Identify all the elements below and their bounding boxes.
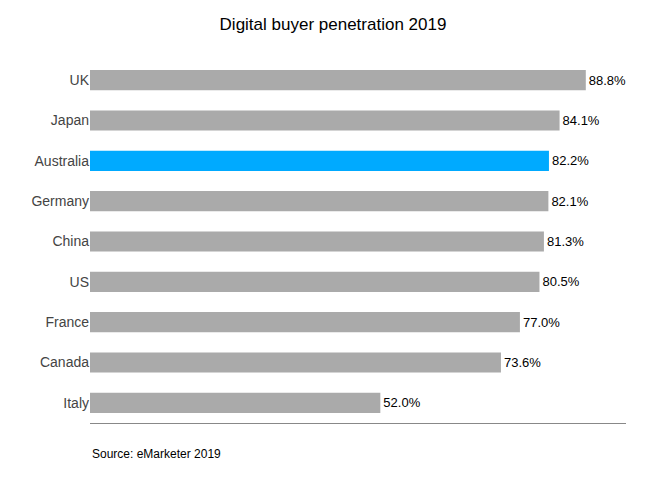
svg-text:Japan: Japan xyxy=(51,112,89,128)
svg-text:US: US xyxy=(70,274,89,290)
svg-text:France: France xyxy=(45,314,89,330)
svg-text:Germany: Germany xyxy=(31,193,89,209)
svg-text:84.1%: 84.1% xyxy=(563,113,600,128)
svg-text:Australia: Australia xyxy=(35,153,90,169)
svg-text:UK: UK xyxy=(70,72,90,88)
svg-text:Digital buyer penetration 2019: Digital buyer penetration 2019 xyxy=(220,15,447,34)
svg-text:80.5%: 80.5% xyxy=(542,274,579,289)
svg-text:82.1%: 82.1% xyxy=(551,194,588,209)
svg-text:88.8%: 88.8% xyxy=(589,73,626,88)
svg-text:77.0%: 77.0% xyxy=(523,315,560,330)
svg-text:Italy: Italy xyxy=(63,395,89,411)
svg-text:73.6%: 73.6% xyxy=(504,355,541,370)
svg-text:81.3%: 81.3% xyxy=(547,234,584,249)
svg-text:China: China xyxy=(52,233,89,249)
svg-text:Source: eMarketer 2019: Source: eMarketer 2019 xyxy=(92,447,221,461)
svg-text:Canada: Canada xyxy=(40,354,89,370)
svg-text:82.2%: 82.2% xyxy=(552,153,589,168)
svg-text:52.0%: 52.0% xyxy=(383,395,420,410)
